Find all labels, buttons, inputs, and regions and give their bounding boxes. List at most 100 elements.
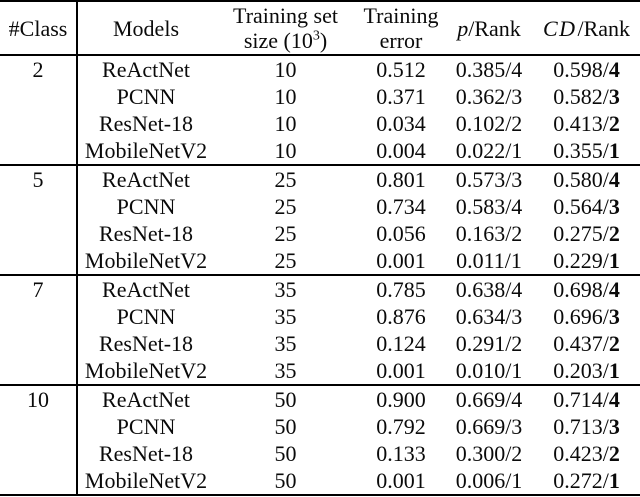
p-rank-cell: 0.385/4 [455, 57, 523, 82]
training-error-cell: 0.034 [376, 111, 426, 136]
table-header-row: #Class Models Training set size (103) Tr… [0, 1, 640, 55]
model-cell: PCNN [116, 304, 176, 329]
training-set-size-cell: 50 [274, 468, 297, 493]
model-cell: PCNN [116, 84, 176, 109]
training-error-cell: 0.371 [376, 84, 426, 109]
cd-rank-bold: 1 [608, 138, 620, 163]
col-header-models: Models [113, 15, 179, 41]
training-set-size-cell: 10 [274, 138, 297, 163]
training-error-cell: 0.001 [376, 248, 426, 273]
cd-rank-cell: 0.582/3 [553, 84, 620, 109]
p-rank-cell: 0.362/3 [455, 84, 523, 109]
model-cell: MobileNetV2 [84, 138, 208, 163]
table-row: MobileNetV2 35 0.001 0.010/1 0.203/1 [0, 357, 640, 385]
model-cell: MobileNetV2 [84, 248, 208, 273]
cd-rank-cell: 0.564/3 [553, 194, 620, 219]
p-rank-cell: 0.638/4 [455, 277, 523, 302]
model-cell: ReActNet [102, 387, 190, 412]
training-error-cell: 0.876 [376, 304, 426, 329]
p-rank-cell: 0.300/2 [455, 441, 523, 466]
p-rank-cell: 0.291/2 [455, 331, 523, 356]
cd-rank-cell: 0.714/4 [553, 387, 620, 412]
table-row: MobileNetV2 25 0.001 0.011/1 0.229/1 [0, 247, 640, 275]
cd-rank-cell: 0.355/1 [553, 138, 620, 163]
p-rank-cell: 0.163/2 [455, 221, 523, 246]
table-row: PCNN 35 0.876 0.634/3 0.696/3 [0, 303, 640, 330]
p-rank-cell: 0.634/3 [455, 304, 523, 329]
cd-rank-bold: 3 [608, 194, 620, 219]
cd-rank-bold: 2 [608, 111, 620, 136]
model-cell: MobileNetV2 [84, 358, 208, 383]
table-row: 2 ReActNet 10 0.512 0.385/4 0.598/4 [0, 55, 640, 165]
cd-rank-cell: 0.713/3 [553, 414, 620, 439]
table-row: PCNN 50 0.792 0.669/3 0.713/3 [0, 413, 640, 440]
class-count-cell: 5 [0, 165, 78, 275]
exponent: 3 [312, 28, 320, 44]
training-set-line2: size (103) [243, 28, 328, 53]
p-rank-cell: 0.022/1 [455, 138, 523, 163]
cd-rank-bold: 4 [608, 387, 620, 412]
class-count-cell: 7 [0, 275, 78, 385]
cd-rank-cell: 0.598/4 [553, 57, 620, 82]
training-set-size-cell: 50 [274, 387, 297, 412]
cd-rank-bold: 2 [608, 221, 620, 246]
cd-rank-bold: 3 [608, 304, 620, 329]
training-error-cell: 0.004 [376, 138, 426, 163]
model-cell: ResNet-18 [98, 441, 194, 466]
training-set-size-cell: 35 [274, 304, 297, 329]
training-set-size-cell: 10 [274, 57, 297, 82]
cd-rank-bold: 3 [608, 414, 620, 439]
training-error-cell: 0.792 [376, 414, 426, 439]
training-error-cell: 0.734 [376, 194, 426, 219]
col-header-training-set-size: Training set size (103) [214, 1, 357, 55]
cd-rank-bold: 2 [608, 331, 620, 356]
cd-rank-bold: 1 [608, 248, 620, 273]
col-header-p-rank: p/Rank [457, 15, 521, 41]
cd-rank-cell: 0.229/1 [553, 248, 620, 273]
table-row: 5 ReActNet 25 0.801 0.573/3 0.580/4 [0, 165, 640, 275]
training-set-line1: Training set [233, 3, 338, 28]
training-error-line1: Training [363, 3, 439, 28]
training-set-size-cell: 35 [274, 358, 297, 383]
model-cell: ReActNet [102, 277, 190, 302]
cd-rank-cell: 0.696/3 [553, 304, 620, 329]
training-error-line2: error [379, 28, 423, 53]
model-cell: ResNet-18 [98, 331, 194, 356]
cd-rank-cell: 0.203/1 [553, 358, 620, 383]
training-error-cell: 0.900 [376, 387, 426, 412]
class-group-7: 7 ReActNet 35 0.785 0.638/4 0.698/4 PCNN 35 0.87… [0, 275, 640, 385]
table-row: 7 ReActNet 35 0.785 0.638/4 0.698/4 [0, 275, 640, 385]
training-set-size-cell: 25 [274, 221, 297, 246]
cd-rank-bold: 2 [608, 441, 620, 466]
model-cell: PCNN [116, 414, 176, 439]
training-set-size-cell: 50 [274, 441, 297, 466]
p-rank-cell: 0.011/1 [456, 248, 522, 273]
class-group-2: 2 ReActNet 10 0.512 0.385/4 0.598/4 PCNN 10 0.37… [0, 55, 640, 165]
cd-rank-bold: 4 [608, 277, 620, 302]
cd-rank-cell: 0.423/2 [553, 441, 620, 466]
p-rank-cell: 0.010/1 [455, 358, 523, 383]
training-set-size-cell: 25 [274, 248, 297, 273]
cd-symbol: CD [542, 15, 577, 41]
cd-rank-cell: 0.437/2 [553, 331, 620, 356]
table-row: ResNet-18 10 0.034 0.102/2 0.413/2 [0, 110, 640, 137]
cd-rank-bold: 1 [608, 358, 620, 383]
training-error-cell: 0.001 [376, 468, 426, 493]
table-row: MobileNetV2 10 0.004 0.022/1 0.355/1 [0, 137, 640, 165]
cd-rank-cell: 0.580/4 [553, 167, 620, 192]
training-set-size-cell: 10 [274, 111, 297, 136]
table-row: PCNN 25 0.734 0.583/4 0.564/3 [0, 193, 640, 220]
table-row: ResNet-18 50 0.133 0.300/2 0.423/2 [0, 440, 640, 467]
class-count-cell: 10 [0, 385, 78, 495]
class-count-cell: 2 [0, 55, 78, 165]
p-rank-cell: 0.669/4 [455, 387, 523, 412]
training-set-size-cell: 25 [274, 167, 297, 192]
table-row: PCNN 10 0.371 0.362/3 0.582/3 [0, 83, 640, 110]
training-set-size-cell: 25 [274, 194, 297, 219]
cd-rank-bold: 4 [608, 167, 620, 192]
class-group-10: 10 ReActNet 50 0.900 0.669/4 0.714/4 PCNN 50 0.7… [0, 385, 640, 495]
table-row: 10 ReActNet 50 0.900 0.669/4 0.714/4 [0, 385, 640, 495]
cd-rank-cell: 0.698/4 [553, 277, 620, 302]
model-cell: ReActNet [102, 57, 190, 82]
training-set-size-cell: 35 [274, 277, 297, 302]
